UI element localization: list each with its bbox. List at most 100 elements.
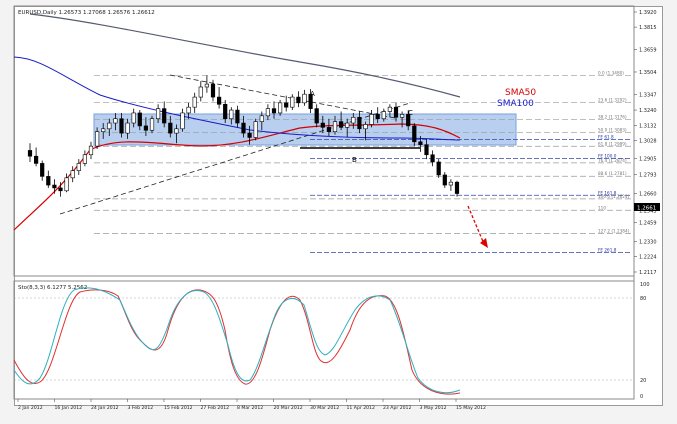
- candle: [332, 121, 338, 132]
- candle: [277, 102, 283, 114]
- candlesticks: [27, 75, 460, 197]
- candle: [399, 114, 405, 118]
- date-tick-label: 20 Mar 2012: [274, 405, 303, 411]
- candle: [436, 161, 441, 176]
- candle: [149, 118, 155, 131]
- point-a-label: A: [310, 90, 315, 98]
- candle: [290, 96, 295, 108]
- sma200-line: [29, 13, 461, 98]
- candle: [95, 131, 100, 147]
- candle: [180, 112, 185, 130]
- arrow-head-icon: [480, 238, 488, 248]
- candle: [369, 114, 374, 125]
- fib-label: FE 61.8: [598, 135, 614, 140]
- candle: [314, 108, 319, 124]
- candle: [223, 103, 228, 120]
- current-price-label: 1.2661: [637, 206, 656, 212]
- date-tick-label: 8 Mar 2012: [237, 405, 263, 411]
- candle: [387, 106, 393, 112]
- candle: [125, 122, 130, 134]
- candle: [235, 109, 240, 124]
- price-tick-label: 1.2459: [639, 221, 657, 227]
- candle: [131, 112, 136, 124]
- date-tick-label: 2 Jan 2012: [18, 405, 43, 411]
- price-tick-label: 1.3504: [639, 70, 657, 76]
- sma50-legend: SMA50: [505, 88, 536, 98]
- stoch-tick-label: 80: [640, 296, 646, 302]
- candle: [52, 184, 57, 189]
- fib-label: 23.6 (1.3292): [598, 98, 627, 103]
- date-tick-label: 11 Apr 2012: [347, 405, 375, 411]
- price-tick-label: 1.3132: [639, 124, 657, 130]
- candle: [338, 121, 344, 128]
- candle: [320, 122, 325, 128]
- date-axis: 2 Jan 2012 16 Jan 2012 24 Jan 2012 3 Feb 20…: [17, 399, 486, 411]
- candle: [253, 121, 258, 138]
- candle: [76, 163, 81, 171]
- fib-label: 38.2 (1.3176): [598, 114, 627, 119]
- candle: [375, 114, 380, 120]
- candle: [58, 187, 63, 192]
- candle: [210, 83, 216, 98]
- date-tick-label: 15 May 2012: [456, 405, 486, 411]
- fib-label: 0.0 (1.3480): [598, 70, 624, 75]
- candle: [101, 128, 106, 132]
- fib-label: 110: [598, 205, 606, 210]
- candle: [40, 163, 45, 177]
- candle: [46, 176, 51, 186]
- candle: [351, 116, 356, 124]
- candle: [82, 154, 87, 164]
- fib-label: FE 161.8: [598, 190, 617, 195]
- price-tick-label: 1.3815: [639, 25, 657, 31]
- price-tick-label: 1.2117: [639, 270, 657, 276]
- candle: [186, 106, 191, 114]
- candle: [271, 108, 277, 114]
- stoch-main-line: [13, 289, 461, 395]
- fib-label: 127.2 (1.2384): [598, 228, 630, 233]
- candle: [363, 124, 368, 130]
- date-tick-label: 3 May 2012: [420, 405, 447, 411]
- candle: [229, 109, 234, 120]
- sma100-legend: SMA100: [497, 99, 534, 109]
- upper-trendline: [169, 74, 396, 119]
- fib-label: 88.6 (1.2781): [598, 171, 627, 176]
- candle: [345, 122, 350, 128]
- fib-label: FE 261.8: [598, 248, 617, 253]
- candle: [217, 96, 222, 105]
- point-b-label: B: [352, 156, 357, 164]
- candle: [137, 112, 142, 127]
- candle: [326, 127, 332, 132]
- price-tick-label: 1.3028: [639, 139, 657, 145]
- price-tick-label: 1.2224: [639, 255, 657, 261]
- projection-arrow: [467, 205, 485, 245]
- fibonacci-levels: 0.0 (1.3480) 23.6 (1.3292) 38.2 (1.3176) 50…: [94, 70, 632, 253]
- candle: [381, 111, 386, 120]
- candle: [162, 108, 167, 124]
- candle: [412, 125, 417, 143]
- candle: [418, 141, 423, 145]
- candle: [168, 122, 173, 134]
- price-axis: 1.3920 1.3815 1.3659 1.3504 1.3347 1.3240 1.31…: [634, 10, 657, 276]
- candle: [33, 155, 39, 164]
- price-tick-label: 1.3659: [639, 48, 657, 54]
- price-tick-label: 1.3920: [639, 10, 657, 16]
- candle: [119, 118, 124, 134]
- date-tick-label: 30 Mar 2012: [310, 405, 339, 411]
- candle: [284, 102, 289, 108]
- point-c-label: C: [408, 109, 413, 117]
- price-tick-label: 1.3347: [639, 93, 657, 99]
- price-tick-label: 1.2330: [639, 239, 657, 245]
- candle: [70, 170, 75, 179]
- price-tick-label: 1.2793: [639, 173, 657, 179]
- date-tick-label: 15 Feb 2012: [164, 405, 193, 411]
- candle: [454, 181, 460, 194]
- stoch-title: Sto(8,3,3) 6.1277 5.2562: [18, 285, 87, 291]
- stoch-tick-label: 0: [640, 394, 643, 400]
- stoch-panel-border: [13, 280, 635, 400]
- candle: [448, 181, 454, 186]
- candle: [204, 83, 210, 88]
- candle: [247, 132, 252, 138]
- fib-label: 61.8 (1.2989): [598, 141, 627, 146]
- fib-label: 50.0 (1.3083): [598, 128, 627, 133]
